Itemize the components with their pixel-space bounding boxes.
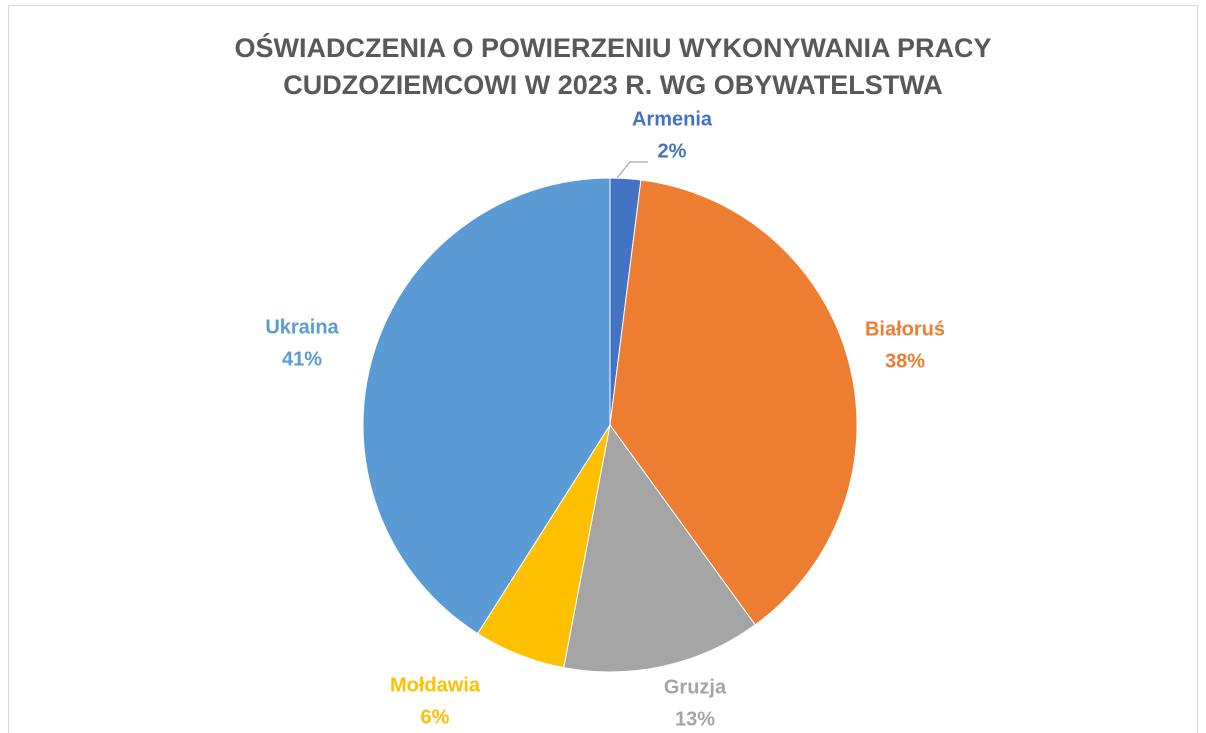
category-label: Gruzja xyxy=(664,676,727,698)
pie-slice xyxy=(609,179,858,626)
category-label: Armenia xyxy=(632,108,713,130)
pie-slice xyxy=(563,423,756,673)
leader-line xyxy=(616,161,648,179)
category-label: Mołdawia xyxy=(390,674,481,696)
data-label: 2% xyxy=(658,140,687,162)
category-label: Ukraina xyxy=(265,316,339,338)
data-label: 38% xyxy=(885,350,925,372)
pie-slice xyxy=(362,177,611,635)
chart-title: CUDZOZIEMCOWI W 2023 R. WG OBYWATELSTWA xyxy=(283,70,943,100)
data-label: 6% xyxy=(421,706,450,728)
data-label: 13% xyxy=(675,708,715,730)
chart-title: OŚWIADCZENIA O POWIERZENIU WYKONYWANIA P… xyxy=(234,32,991,63)
data-label: 41% xyxy=(282,348,322,370)
category-label: Białoruś xyxy=(865,318,945,340)
